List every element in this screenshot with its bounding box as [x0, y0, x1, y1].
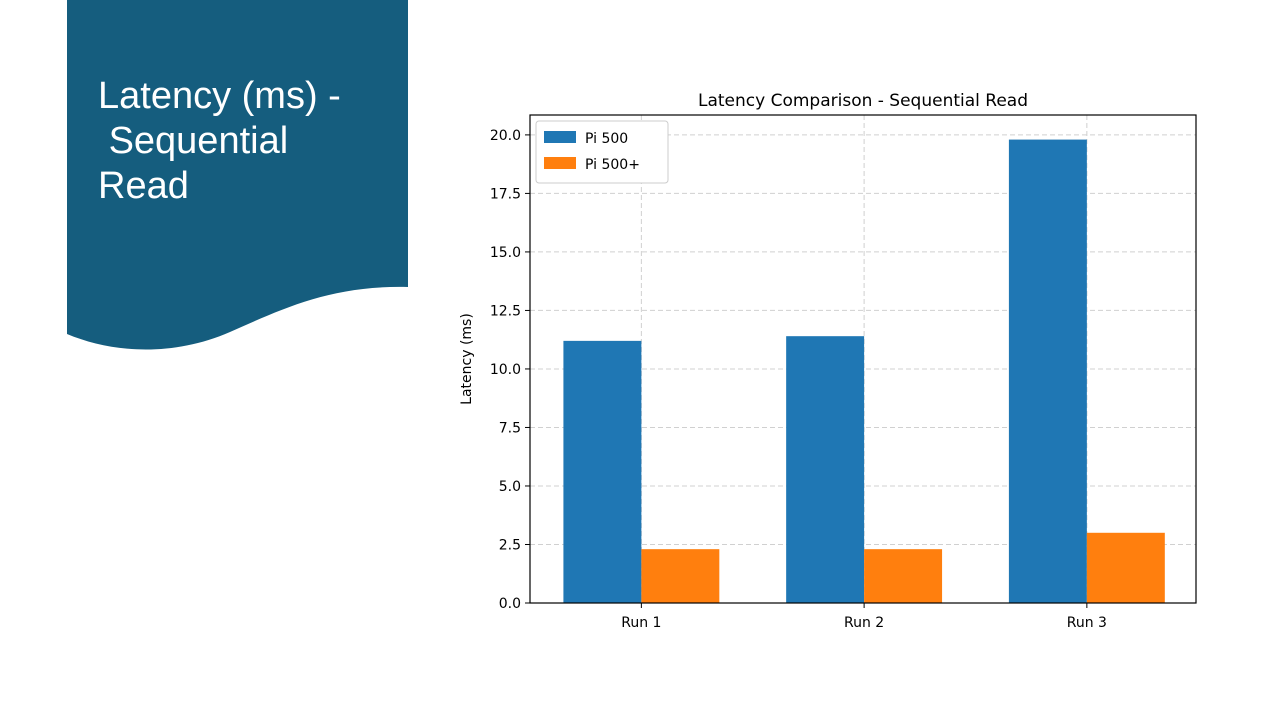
- bar-pi-500--2: [864, 549, 943, 603]
- y-tick-label: 5.0: [499, 479, 521, 495]
- y-tick-label: 10.0: [490, 362, 521, 378]
- bar-pi-500-2: [786, 336, 865, 603]
- x-tick-label: Run 3: [1067, 615, 1107, 631]
- plot-frame: [529, 114, 1197, 604]
- legend-label: Pi 500: [585, 131, 628, 147]
- y-axis-label: Latency (ms): [459, 313, 475, 405]
- y-tick-label: 7.5: [499, 420, 521, 436]
- y-tick-label: 20.0: [490, 128, 521, 144]
- y-tick-label: 0.0: [499, 596, 521, 612]
- legend-swatch: [544, 131, 576, 143]
- y-tick-label: 17.5: [490, 186, 521, 202]
- y-tick-label: 12.5: [490, 303, 521, 319]
- x-tick-label: Run 2: [844, 615, 884, 631]
- slide-title: Latency (ms) - Sequential Read: [98, 75, 341, 207]
- bar-pi-500-1: [563, 340, 642, 603]
- legend-label: Pi 500+: [585, 157, 640, 173]
- y-tick-label: 15.0: [490, 245, 521, 261]
- bar-pi-500-3: [1008, 139, 1087, 603]
- y-tick-label: 2.5: [499, 537, 521, 553]
- bar-pi-500--3: [1086, 532, 1165, 603]
- title-banner: [67, 0, 408, 350]
- chart-title: Latency Comparison - Sequential Read: [698, 91, 1028, 111]
- bar-pi-500--1: [641, 549, 720, 603]
- legend-swatch: [544, 157, 576, 169]
- x-tick-label: Run 1: [621, 615, 661, 631]
